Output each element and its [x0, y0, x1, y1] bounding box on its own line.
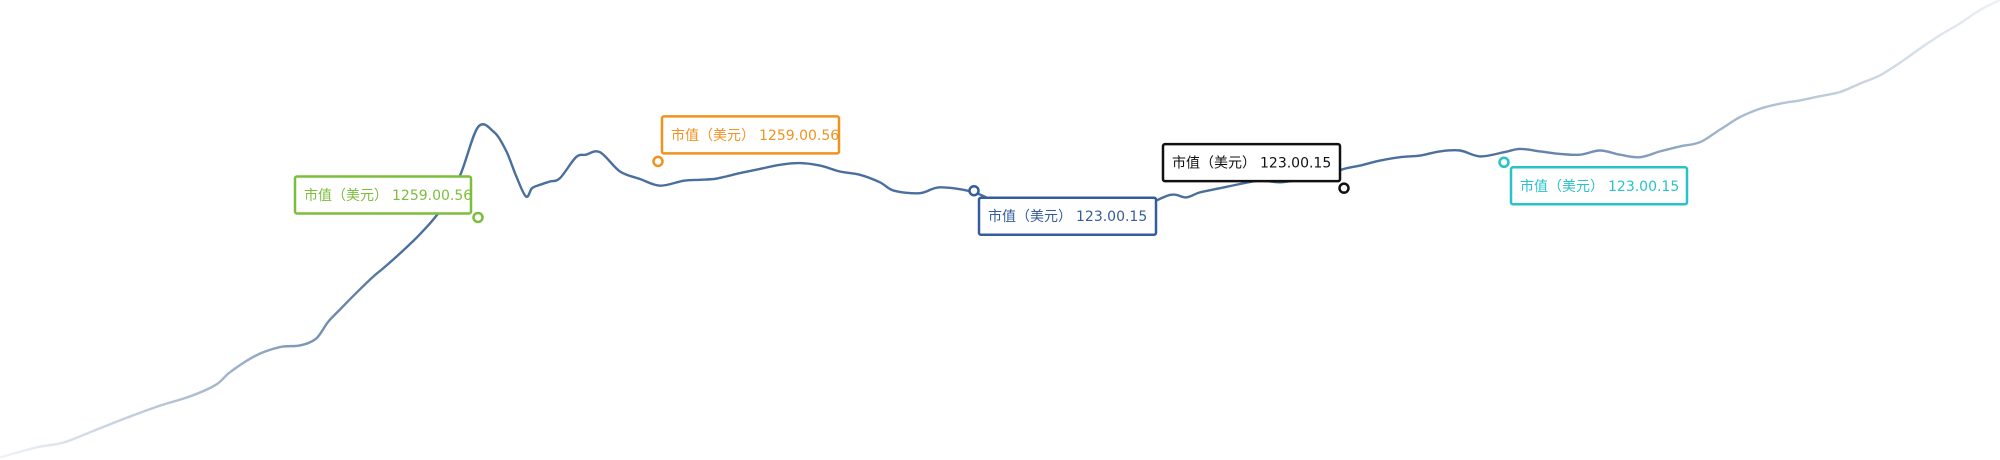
callout-box-3 — [1161, 142, 1342, 183]
callout-0: 市值（美元） 1259.00.56 — [293, 175, 484, 224]
data-point-marker-3[interactable] — [1338, 182, 1350, 194]
callout-label-text: 市值（美元） — [988, 208, 1072, 225]
callout-box-1 — [660, 115, 841, 155]
callout-label-0: 市值（美元） 1259.00.56 — [304, 187, 472, 204]
callout-2: 市值（美元） 123.00.15 — [968, 184, 1158, 236]
data-point-marker-2[interactable] — [968, 184, 980, 197]
callout-label-3: 市值（美元） 123.00.15 — [1172, 155, 1331, 172]
callout-box-0 — [293, 175, 473, 215]
callout-label-text: 市值（美元） — [304, 187, 388, 204]
callout-label-2: 市值（美元） 123.00.15 — [988, 208, 1147, 225]
callout-box-4 — [1509, 166, 1689, 206]
callout-value-text: 123.00.15 — [1260, 156, 1331, 172]
data-point-marker-0[interactable] — [472, 211, 484, 224]
callout-1: 市值（美元） 1259.00.56 — [652, 115, 841, 168]
callout-label-text: 市值（美元） — [1520, 178, 1604, 195]
callout-value-text: 123.00.15 — [1076, 209, 1147, 225]
callout-label-1: 市值（美元） 1259.00.56 — [671, 127, 839, 144]
callout-value-text: 1259.00.56 — [759, 128, 839, 144]
callout-label-text: 市值（美元） — [671, 127, 755, 144]
callout-label-4: 市值（美元） 123.00.15 — [1520, 178, 1679, 195]
callout-box-2 — [977, 196, 1158, 236]
data-point-marker-4[interactable] — [1498, 156, 1510, 169]
callout-3: 市值（美元） 123.00.15 — [1161, 142, 1350, 194]
data-point-marker-1[interactable] — [652, 155, 664, 168]
callout-value-text: 1259.00.56 — [392, 188, 472, 204]
callout-value-text: 123.00.15 — [1608, 179, 1679, 195]
callout-label-text: 市值（美元） — [1172, 155, 1256, 172]
callout-4: 市值（美元） 123.00.15 — [1498, 156, 1689, 206]
